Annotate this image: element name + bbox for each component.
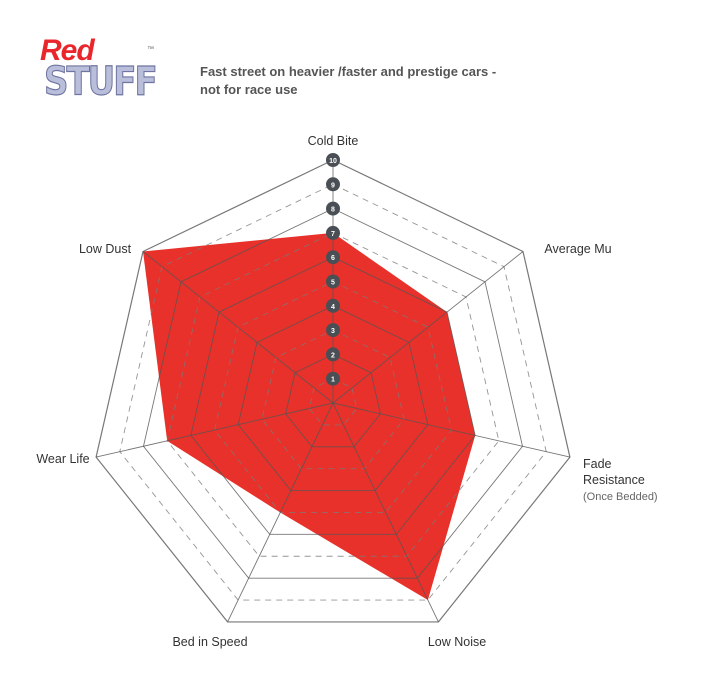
- axis-label: Average Mu: [544, 242, 611, 256]
- axis-sublabel: (Once Bedded): [583, 491, 658, 503]
- grid-ring-8: [142, 208, 524, 579]
- axis-label: Low Dust: [79, 242, 132, 256]
- tick-label: 1: [331, 377, 335, 384]
- tick-marker: [326, 323, 340, 338]
- tick-label: 2: [331, 352, 335, 359]
- subtitle: Fast street on heavier /faster and prest…: [200, 63, 496, 99]
- tick-marker: [326, 371, 340, 386]
- grid-ring-9: [119, 183, 547, 601]
- tick-label: 5: [331, 280, 335, 287]
- axis-spoke: [332, 402, 571, 458]
- axis-label: Cold Bite: [308, 134, 359, 148]
- tick-marker: [326, 347, 340, 362]
- tick-label: 7: [331, 231, 335, 238]
- tick-marker: [326, 274, 340, 289]
- axis-label: Low Noise: [428, 635, 486, 649]
- logo-trademark: ™: [147, 46, 154, 53]
- grid-ring-10: [95, 159, 571, 623]
- tick-marker: [326, 250, 340, 265]
- axis-label: Bed in Speed: [172, 635, 247, 649]
- axis-label: Wear Life: [36, 452, 89, 466]
- grid-ring-6: [190, 256, 476, 535]
- axis-spoke: [95, 402, 334, 458]
- grid-ring-7: [166, 232, 500, 557]
- subtitle-line-2: not for race use: [200, 82, 298, 97]
- tick-marker: [326, 201, 340, 216]
- grid-ring-4: [237, 305, 429, 492]
- tick-label: 8: [331, 207, 335, 214]
- tick-label: 3: [331, 328, 335, 335]
- axis-spoke: [227, 402, 334, 623]
- tick-label: 9: [331, 182, 335, 189]
- grid-ring-2: [285, 353, 381, 448]
- logo-stuff-text: STUFF: [44, 58, 159, 105]
- subtitle-line-1: Fast street on heavier /faster and prest…: [200, 64, 497, 79]
- axis-spoke: [332, 251, 524, 404]
- data-area: [143, 232, 476, 601]
- tick-marker: [326, 177, 340, 192]
- axis-label: Fade Resistance: [583, 457, 645, 487]
- logo-red-text: Red: [40, 34, 95, 67]
- tick-marker: [326, 298, 340, 313]
- axis-spoke: [332, 402, 439, 623]
- tick-marker: [326, 153, 340, 167]
- grid-ring-1: [308, 378, 358, 426]
- grid-ring-3: [261, 329, 405, 470]
- tick-label: 4: [331, 304, 335, 311]
- tick-label: 10: [329, 158, 337, 165]
- grid-ring-5: [214, 281, 452, 513]
- tick-label: 6: [331, 255, 335, 262]
- axis-spoke: [142, 251, 334, 404]
- tick-marker: [326, 225, 340, 240]
